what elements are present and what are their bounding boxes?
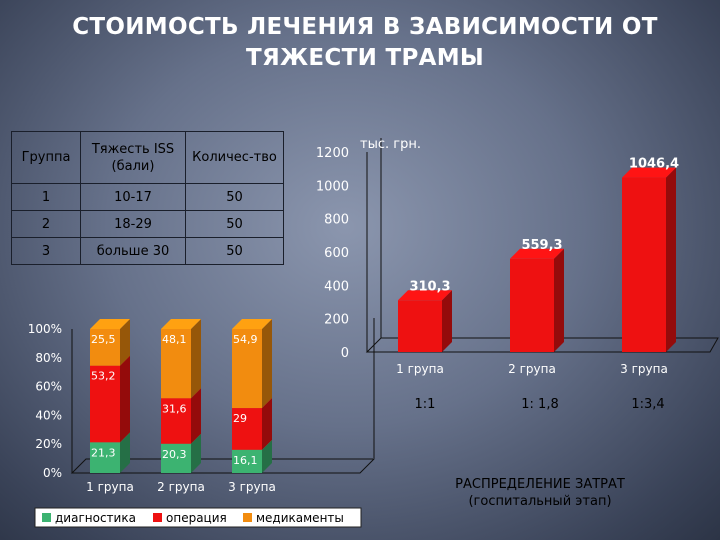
stack-segment-операция	[90, 365, 120, 443]
stack-chart-y-tick-label: 100%	[28, 322, 62, 336]
bar-chart-y-tick-label: 0	[341, 346, 349, 361]
stack-segment-диагностика	[232, 449, 262, 473]
stack-segment-операция	[161, 398, 191, 444]
stack-segment-label: 31,6	[162, 402, 187, 415]
bar-3-top	[622, 167, 676, 178]
bar-1-top	[398, 290, 452, 301]
stack-segment-диагностика-side	[120, 432, 130, 473]
bar-2-side	[554, 248, 564, 352]
stack-segment-диагностика-side	[191, 433, 201, 473]
stack-segment-медикаменты	[232, 329, 262, 409]
stack-category-label: 3 група	[228, 480, 276, 494]
stack-segment-медикаменты-top	[161, 319, 201, 329]
stack-segment-операция-side	[120, 355, 130, 443]
stack-chart-y-tick-label: 20%	[35, 437, 62, 451]
stack-segment-label: 21,3	[91, 446, 116, 459]
stack-category-label: 1 група	[86, 480, 134, 494]
table-cell: больше 30	[80, 237, 186, 265]
bar-3	[622, 177, 666, 352]
stack-segment-label: 54,9	[233, 333, 258, 346]
stack-segment-медикаменты-side	[262, 319, 272, 409]
stack-segment-label: 20,3	[162, 448, 187, 461]
bar-chart-y-tick-label: 200	[324, 313, 349, 328]
stack-segment-label: 29	[233, 412, 247, 425]
table-header-group: Группа	[11, 131, 81, 184]
bar-1	[398, 300, 442, 352]
stack-chart-legend: диагностика операция медикаменты	[34, 507, 362, 528]
stack-chart-y-tick-label: 80%	[35, 351, 62, 365]
cost-ratios: 1:1 1: 1,8 1:3,4	[415, 397, 665, 412]
stack-segment-label: 16,1	[233, 454, 258, 467]
stack-segment-медикаменты-top	[232, 319, 272, 329]
stack-segment-операция-side	[191, 388, 201, 444]
stack-segment-диагностика	[90, 442, 120, 473]
bar-2-top	[510, 248, 564, 259]
bar-chart-y-tick-label: 1200	[316, 146, 349, 161]
groups-table-container: Группа Тяжесть ISS (бали) Количес-тво 1 …	[11, 131, 284, 265]
groups-table: Группа Тяжесть ISS (бали) Количес-тво 1 …	[11, 131, 284, 265]
bar-chart-y-tick-label: 1000	[316, 179, 349, 194]
stack-chart-y-tick-label: 60%	[35, 380, 62, 394]
bar-category-label: 1 група	[396, 362, 444, 376]
cost-distribution-chart: 0% 20% 40% 60% 80% 100% 21,3 53,2 25,5 1 група 20,…	[28, 318, 376, 528]
bar-category-label: 3 група	[620, 362, 668, 376]
table-header-count: Количес-тво	[185, 131, 284, 184]
stack-segment-label: 53,2	[91, 370, 116, 383]
ratio-label: 1:3,4	[631, 397, 664, 412]
stack-segment-label: 48,1	[162, 333, 187, 346]
bar-value-label: 559,3	[521, 238, 562, 253]
bar-chart-y-tick-label: 400	[324, 279, 349, 294]
table-cell: 50	[185, 183, 284, 211]
bar-value-label: 310,3	[409, 279, 450, 294]
bar-3-side	[666, 167, 676, 352]
legend-swatch	[42, 513, 51, 522]
distribution-title: РАСПРЕДЕЛЕНИЕ ЗАТРАТ	[455, 477, 625, 492]
bar-category-label: 2 група	[508, 362, 556, 376]
stack-segment-медикаменты	[90, 329, 120, 366]
distribution-subtitle: (госпитальный этап)	[468, 494, 611, 509]
stack-category-label: 2 група	[157, 480, 205, 494]
legend-label: медикаменты	[256, 511, 344, 525]
table-header-row: Группа Тяжесть ISS (бали) Количес-тво	[11, 131, 284, 184]
stack-chart-y-tick-label: 40%	[35, 408, 62, 422]
legend-label: операция	[166, 511, 227, 525]
table-cell: 3	[11, 237, 81, 265]
bar-chart-unit-label: тыс. грн.	[360, 137, 421, 152]
bar-chart-floor	[365, 337, 719, 353]
table-cell: 50	[185, 237, 284, 265]
bar-1-side	[442, 290, 452, 352]
table-row: 1 10-17 50	[11, 183, 284, 211]
bar-chart-y-tick-label: 800	[324, 213, 349, 228]
stack-segment-медикаменты-side	[120, 319, 130, 366]
stack-segment-операция	[232, 408, 262, 450]
stack-segment-диагностика	[161, 443, 191, 473]
stack-chart-floor	[70, 458, 376, 474]
table-cell: 10-17	[80, 183, 186, 211]
legend-swatch	[243, 513, 252, 522]
stack-chart-y-tick-label: 0%	[43, 466, 62, 480]
table-row: 3 больше 30 50	[11, 237, 284, 265]
legend-box	[34, 507, 362, 528]
legend-label: диагностика	[55, 511, 136, 525]
bar-chart-y-tick-label: 600	[324, 246, 349, 261]
stack-segment-медикаменты	[161, 329, 191, 399]
legend-swatch	[153, 513, 162, 522]
table-cell: 2	[11, 210, 81, 238]
ratio-label: 1:1	[415, 397, 436, 412]
stack-segment-медикаменты-side	[191, 319, 201, 399]
page-title: СТОИМОСТЬ ЛЕЧЕНИЯ В ЗАВИСИМОСТИ ОТ ТЯЖЕС…	[72, 14, 658, 71]
ratio-label: 1: 1,8	[521, 397, 558, 412]
stack-segment-диагностика-side	[262, 439, 272, 473]
stack-segment-медикаменты-top	[90, 319, 130, 329]
stack-segment-операция-side	[262, 398, 272, 450]
bar-2	[510, 258, 554, 352]
stack-segment-label: 25,5	[91, 333, 116, 346]
bar-value-label: 1046,4	[629, 157, 679, 172]
table-row: 2 18-29 50	[11, 210, 284, 238]
cost-bar-chart: тыс. грн. 0 200 400 600 800 1000 1200 310,3 1 гру…	[316, 137, 719, 376]
